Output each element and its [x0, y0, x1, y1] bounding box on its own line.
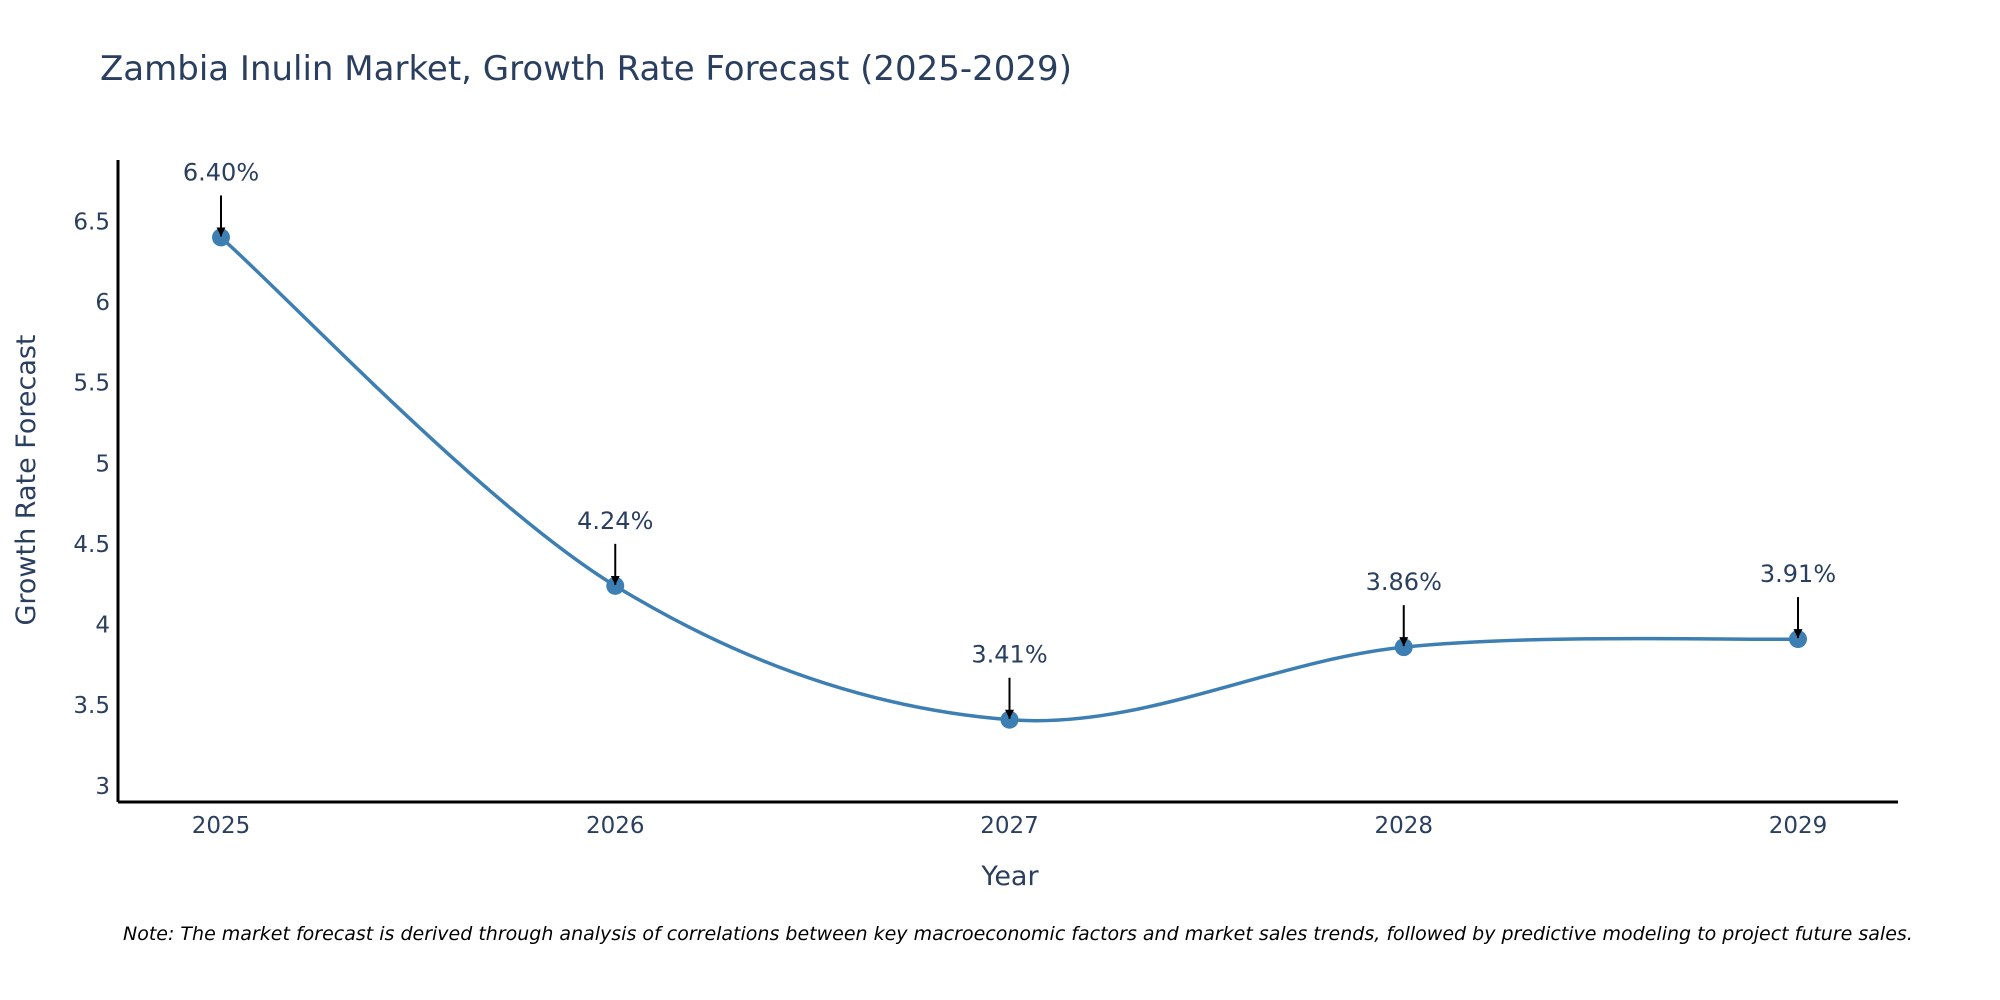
footnote: Note: The market forecast is derived thr… — [123, 923, 1913, 945]
axes — [116, 160, 1898, 804]
y-tick-label: 6 — [95, 290, 110, 316]
series-line — [219, 235, 1800, 723]
data-label: 6.40% — [183, 158, 259, 186]
annotations-layer: 6.40% 4.24% 3.41% 3.86% 3.91% — [183, 158, 1836, 719]
y-tick-label: 3 — [95, 774, 110, 800]
y-tick-label: 4 — [95, 613, 110, 639]
chart-title: Zambia Inulin Market, Growth Rate Foreca… — [100, 49, 1072, 89]
x-tick-label: 2027 — [980, 813, 1039, 839]
x-axis-title: Year — [980, 861, 1039, 892]
data-label: 4.24% — [577, 507, 653, 535]
data-label: 3.86% — [1366, 568, 1442, 596]
x-tick-label: 2026 — [586, 813, 645, 839]
y-tick-label: 4.5 — [73, 532, 110, 558]
x-tick-label: 2028 — [1374, 813, 1433, 839]
y-axis-ticks: 3 3.5 4 4.5 5 5.5 6 6.5 — [73, 209, 110, 800]
y-tick-label: 5 — [95, 451, 110, 477]
y-tick-label: 5.5 — [73, 371, 110, 397]
y-tick-label: 3.5 — [73, 693, 110, 719]
y-tick-label: 6.5 — [73, 209, 110, 235]
x-axis-ticks: 2025 2026 2027 2028 2029 — [192, 813, 1828, 839]
y-axis-title: Growth Rate Forecast — [11, 334, 42, 625]
data-label: 3.91% — [1760, 560, 1836, 588]
x-tick-label: 2025 — [192, 813, 251, 839]
data-label: 3.41% — [971, 641, 1047, 669]
x-tick-label: 2029 — [1769, 813, 1828, 839]
